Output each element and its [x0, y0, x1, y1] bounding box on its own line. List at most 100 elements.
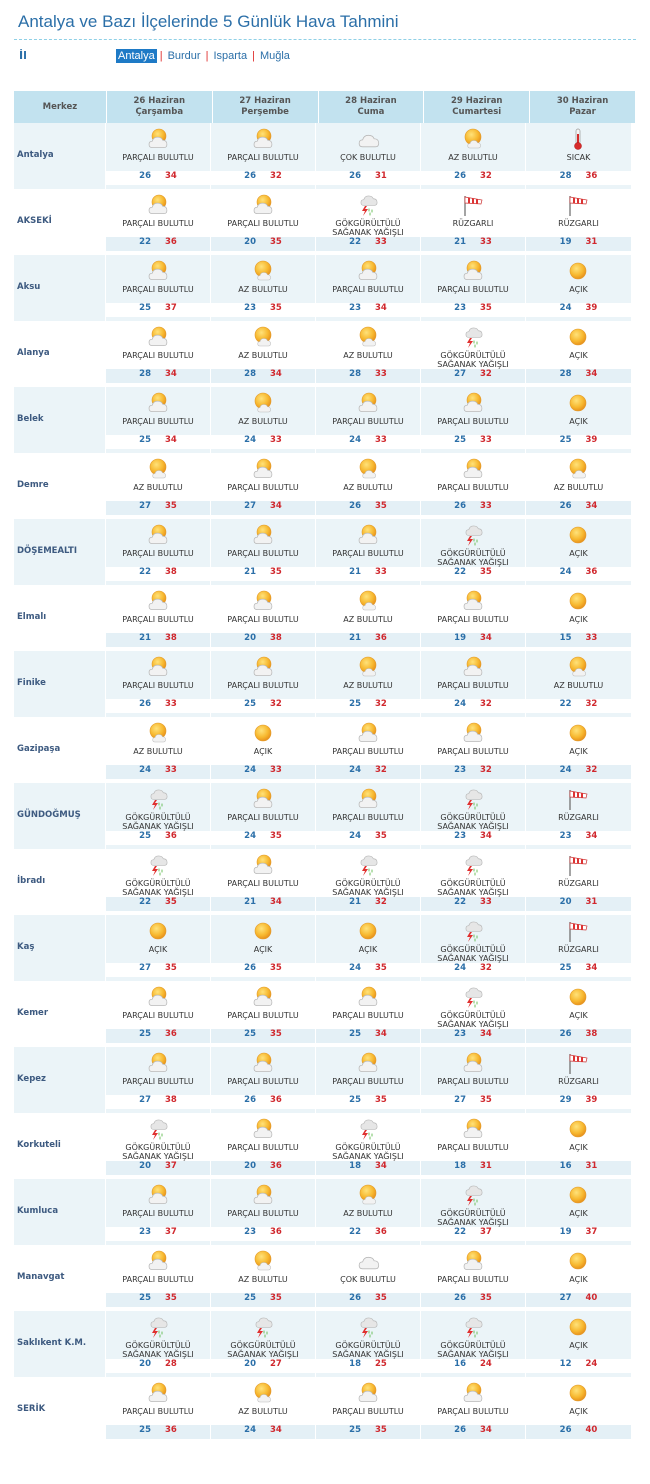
- temperature-range: 26 31: [316, 171, 420, 185]
- windsock-icon: [461, 193, 485, 217]
- forecast-cell: PARÇALI BULUTLU 21 33: [316, 519, 421, 585]
- forecast-cell: RÜZGARLI 25 34: [526, 915, 631, 981]
- header-weekday: Çarşamba: [135, 107, 184, 117]
- weather-description: GÖKGÜRÜLTÜLÜ SAĞANAK YAĞIŞLI: [437, 945, 509, 963]
- forecast-cell: PARÇALI BULUTLU 20 36: [211, 1113, 316, 1179]
- max-temp: 31: [585, 237, 598, 247]
- max-temp: 34: [480, 633, 492, 643]
- city-link-2[interactable]: Isparta: [213, 50, 248, 62]
- min-temp: 23: [349, 303, 361, 313]
- table-row: Kaş AÇIK 27 35 AÇIK 26 35 AÇIK 24 35 GÖKGÜRÜLTÜLÜ …: [14, 915, 635, 981]
- partly-cloudy-icon: [251, 127, 275, 151]
- windsock-icon: [566, 853, 590, 877]
- partly-cloudy-icon: [356, 259, 380, 283]
- temperature-range: 24 32: [526, 765, 631, 779]
- table-row: Demre AZ BULUTLU 27 35 PARÇALI BULUTLU 27 34 AZ…: [14, 453, 635, 519]
- min-temp: 23: [559, 831, 572, 841]
- temperature-range: 20 31: [526, 897, 631, 911]
- city-link-3[interactable]: Muğla: [259, 50, 290, 62]
- header-day: 29 Haziran Cumartesi: [424, 91, 531, 123]
- max-temp: 32: [480, 963, 492, 973]
- partly-cloudy-icon: [251, 589, 275, 613]
- max-temp: 24: [480, 1359, 492, 1369]
- max-temp: 32: [270, 699, 282, 709]
- temperature-range: 26 34: [421, 1425, 525, 1439]
- sun-icon: [566, 1381, 590, 1405]
- min-temp: 25: [559, 963, 572, 973]
- forecast-cell: GÖKGÜRÜLTÜLÜ SAĞANAK YAĞIŞLI 22 37: [421, 1179, 526, 1245]
- location-name: Demre: [14, 453, 106, 519]
- temperature-range: 26 34: [526, 501, 631, 515]
- forecast-cell: AZ BULUTLU 23 35: [211, 255, 316, 321]
- min-temp: 20: [559, 897, 572, 907]
- min-temp: 21: [349, 897, 361, 907]
- weather-description: PARÇALI BULUTLU: [122, 1275, 194, 1284]
- forecast-cell: ÇOK BULUTLU 26 35: [316, 1245, 421, 1311]
- weather-description: RÜZGARLI: [558, 813, 599, 822]
- forecast-cell: AZ BULUTLU 25 35: [211, 1245, 316, 1311]
- temperature-range: 15 33: [526, 633, 631, 647]
- forecast-table: Merkez 26 Haziran Çarşamba 27 Haziran Perşe…: [14, 91, 635, 1443]
- few-clouds-icon: [356, 1183, 380, 1207]
- weather-description: PARÇALI BULUTLU: [122, 1209, 194, 1218]
- forecast-cell: RÜZGARLI 29 39: [526, 1047, 631, 1113]
- max-temp: 33: [375, 435, 387, 445]
- few-clouds-icon: [146, 457, 170, 481]
- min-temp: 20: [139, 1161, 151, 1171]
- header-date: 28 Haziran: [345, 96, 397, 106]
- thunderstorm-icon: [461, 1315, 485, 1339]
- table-row: Belek PARÇALI BULUTLU 25 34 AZ BULUTLU 24 33 PA…: [14, 387, 635, 453]
- partly-cloudy-icon: [461, 1051, 485, 1075]
- forecast-cell: GÖKGÜRÜLTÜLÜ SAĞANAK YAĞIŞLI 21 32: [316, 849, 421, 915]
- temperature-range: 21 34: [211, 897, 315, 911]
- partly-cloudy-icon: [146, 127, 170, 151]
- sun-icon: [566, 721, 590, 745]
- forecast-cell: PARÇALI BULUTLU 23 37: [106, 1179, 211, 1245]
- temperature-range: 23 35: [421, 303, 525, 317]
- weather-description: PARÇALI BULUTLU: [227, 813, 299, 822]
- weather-description: PARÇALI BULUTLU: [332, 1011, 404, 1020]
- weather-description: PARÇALI BULUTLU: [122, 1407, 194, 1416]
- max-temp: 32: [480, 171, 492, 181]
- weather-description: GÖKGÜRÜLTÜLÜ SAĞANAK YAĞIŞLI: [437, 1209, 509, 1227]
- temperature-range: 24 35: [316, 963, 420, 977]
- temperature-range: 25 36: [106, 1029, 210, 1043]
- min-temp: 29: [559, 1095, 572, 1105]
- header-day: 26 Haziran Çarşamba: [106, 91, 213, 123]
- table-row: Finike PARÇALI BULUTLU 26 33 PARÇALI BULUTLU…: [14, 651, 635, 717]
- sun-icon: [566, 325, 590, 349]
- city-link-0[interactable]: Antalya: [116, 49, 157, 63]
- min-temp: 25: [139, 1029, 151, 1039]
- partly-cloudy-icon: [146, 193, 170, 217]
- min-temp: 20: [244, 633, 256, 643]
- temperature-range: 23 34: [421, 1029, 525, 1043]
- weather-description: GÖKGÜRÜLTÜLÜ SAĞANAK YAĞIŞLI: [437, 1011, 509, 1029]
- temperature-range: 19 34: [421, 633, 525, 647]
- partly-cloudy-icon: [251, 1051, 275, 1075]
- forecast-cell: PARÇALI BULUTLU 25 35: [106, 1245, 211, 1311]
- location-name: Kaş: [14, 915, 106, 981]
- weather-description: PARÇALI BULUTLU: [332, 1407, 404, 1416]
- min-temp: 25: [244, 1293, 256, 1303]
- max-temp: 38: [585, 1029, 598, 1039]
- forecast-cell: RÜZGARLI 19 31: [526, 189, 631, 255]
- weather-description: PARÇALI BULUTLU: [437, 483, 509, 492]
- partly-cloudy-icon: [146, 655, 170, 679]
- table-row: DÖŞEMEALTI PARÇALI BULUTLU 22 38 PARÇALI BUL…: [14, 519, 635, 585]
- max-temp: 36: [375, 633, 387, 643]
- forecast-cell: PARÇALI BULUTLU 26 34: [106, 123, 211, 189]
- max-temp: 35: [270, 1029, 282, 1039]
- max-temp: 37: [165, 303, 177, 313]
- weather-description: PARÇALI BULUTLU: [437, 1407, 509, 1416]
- location-name: Belek: [14, 387, 106, 453]
- max-temp: 35: [270, 1293, 282, 1303]
- city-link-1[interactable]: Burdur: [167, 50, 201, 62]
- temperature-range: 26 40: [526, 1425, 631, 1439]
- min-temp: 23: [454, 303, 466, 313]
- temperature-range: 27 38: [106, 1095, 210, 1109]
- min-temp: 19: [559, 1227, 572, 1237]
- table-row: Elmalı PARÇALI BULUTLU 21 38 PARÇALI BULUTLU…: [14, 585, 635, 651]
- header-day: 30 Haziran Pazar: [530, 91, 635, 123]
- min-temp: 27: [139, 963, 151, 973]
- weather-description: SICAK: [566, 153, 591, 162]
